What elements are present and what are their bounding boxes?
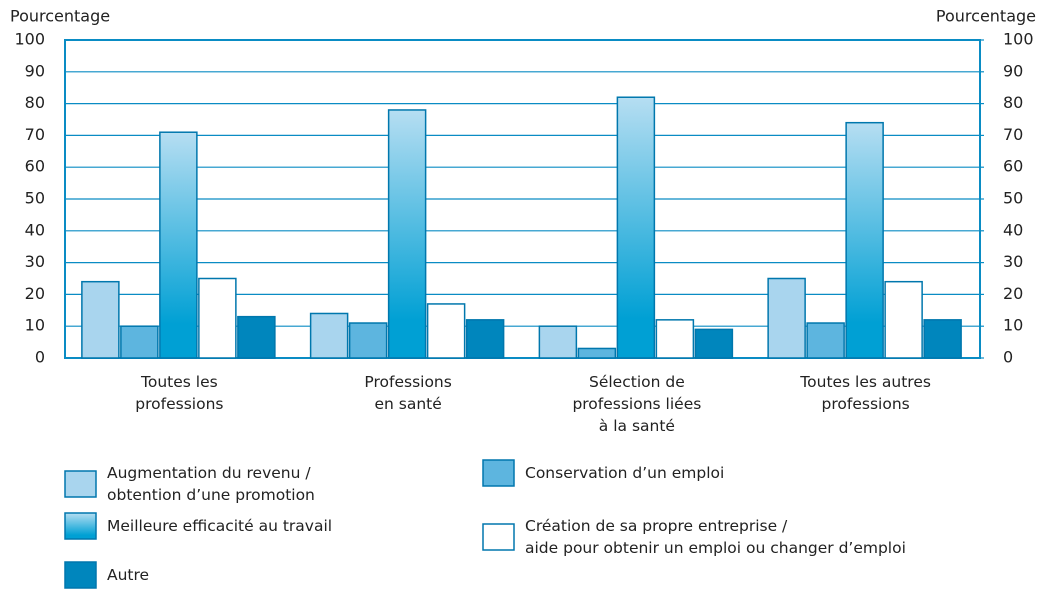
x-tick-label: Sélection de professions liées à la sant…: [572, 373, 702, 435]
bar: [198, 277, 237, 359]
bar: [348, 322, 388, 359]
legend-swatch: [64, 470, 97, 498]
bar: [923, 319, 962, 359]
x-tick-label: Professions en santé: [364, 373, 452, 413]
y-tick-label: 90: [25, 61, 45, 80]
plot-frame: [64, 39, 981, 359]
legend-swatch: [482, 523, 515, 551]
bar: [465, 319, 505, 359]
legend-swatch: [482, 459, 515, 487]
y2-axis-label: Pourcentage: [936, 7, 1036, 26]
legend-label: Conservation d’un emploi: [525, 464, 725, 482]
x-tick-label: Toutes les autres professions: [800, 373, 931, 413]
bar: [845, 121, 884, 359]
legend-label: Autre: [107, 566, 150, 584]
y-tick-label: 40: [25, 220, 45, 239]
bar: [426, 303, 466, 359]
legend-label: Création de sa propre entreprise / aide …: [525, 517, 906, 557]
y-tick-label: 80: [25, 93, 45, 112]
y-tick-label: 100: [14, 30, 45, 49]
y-tick-label: 60: [25, 157, 45, 176]
bar: [616, 96, 656, 359]
y2-tick-label: 40: [1003, 220, 1023, 239]
bar: [81, 280, 120, 359]
y2-tick-label: 90: [1003, 61, 1023, 80]
y-tick-label: 0: [35, 348, 45, 367]
y2-tick-label: 10: [1003, 316, 1023, 335]
bar: [577, 347, 617, 359]
bar: [159, 131, 198, 359]
y-tick-label: 30: [25, 252, 45, 271]
y2-tick-label: 80: [1003, 93, 1023, 112]
bar: [694, 328, 734, 359]
bar: [387, 109, 427, 359]
legend-label: Augmentation du revenu / obtention d’une…: [107, 464, 315, 504]
y-axis-label: Pourcentage: [10, 7, 110, 26]
bar: [237, 315, 276, 359]
bar: [884, 280, 923, 359]
legend-swatch: [64, 561, 97, 589]
y2-tick-label: 0: [1003, 348, 1013, 367]
bar: [120, 325, 159, 359]
bar: [538, 325, 578, 359]
legend-label: Meilleure efficacité au travail: [107, 517, 333, 535]
y2-tick-label: 50: [1003, 189, 1023, 208]
y-tick-label: 20: [25, 284, 45, 303]
y2-tick-label: 30: [1003, 252, 1023, 271]
bar: [767, 277, 806, 359]
bar: [806, 322, 845, 359]
bar: [655, 319, 695, 359]
legend-swatch: [64, 512, 97, 540]
x-tick-label: Toutes les professions: [135, 373, 224, 413]
y-tick-label: 50: [25, 189, 45, 208]
y2-tick-label: 60: [1003, 157, 1023, 176]
y2-tick-label: 100: [1003, 30, 1034, 49]
y-tick-label: 10: [25, 316, 45, 335]
bar: [309, 312, 349, 359]
y2-tick-label: 70: [1003, 125, 1023, 144]
y-tick-label: 70: [25, 125, 45, 144]
y2-tick-label: 20: [1003, 284, 1023, 303]
